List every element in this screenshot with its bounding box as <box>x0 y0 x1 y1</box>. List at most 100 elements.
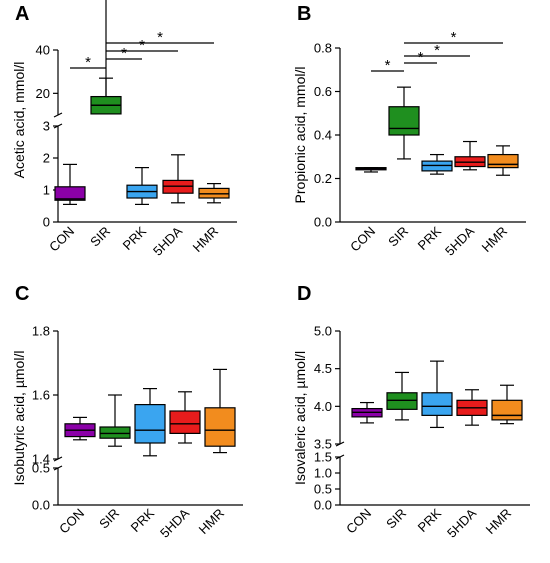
panel-label: D <box>297 283 311 305</box>
x-tick-label-5hda: 5HDA <box>442 223 477 258</box>
x-tick-label-prk: PRK <box>415 505 445 535</box>
significance-bracket: * <box>404 49 437 66</box>
y-tick-label: 0.0 <box>314 498 332 513</box>
significance-star: * <box>451 29 457 46</box>
y-axis-label: Acetic acid, mmol/l <box>11 62 27 179</box>
significance-star: * <box>157 29 163 46</box>
panel-label: B <box>297 3 311 25</box>
significance-bracket: * <box>70 54 106 71</box>
y-tick-label: 5.0 <box>314 324 332 339</box>
significance-bracket: * <box>106 29 214 46</box>
box-prk <box>421 153 453 175</box>
significance-star: * <box>139 37 145 54</box>
y-tick-label: 2 <box>43 151 50 166</box>
y-tick-label: 0.0 <box>32 498 50 513</box>
x-tick-label-hmr: HMR <box>483 506 515 538</box>
y-tick-label: 0.4 <box>314 128 332 143</box>
box-body <box>421 392 453 416</box>
significance-bracket: * <box>404 42 470 59</box>
y-tick-label: 0.5 <box>32 461 50 476</box>
y-tick-label: 1.0 <box>314 466 332 481</box>
box-con <box>351 401 383 424</box>
box-body <box>386 392 418 410</box>
box-sir <box>90 0 122 115</box>
x-tick-label-prk: PRK <box>415 223 445 253</box>
y-tick-label: 1.8 <box>32 324 50 339</box>
x-tick-label-con: CON <box>46 224 77 255</box>
panel-label: C <box>15 283 29 305</box>
y-tick-label: 1.5 <box>314 450 332 465</box>
y-tick-label: 20 <box>36 86 50 101</box>
y-axis-label: Isovaleric acid, µmol/l <box>292 351 308 485</box>
y-tick-label: 4.0 <box>314 399 332 414</box>
box-hmr <box>198 183 230 204</box>
significance-star: * <box>418 49 424 66</box>
box-body <box>491 399 523 421</box>
x-tick-label-prk: PRK <box>128 505 158 535</box>
y-tick-label: 0 <box>43 215 50 230</box>
box-body <box>204 407 236 447</box>
x-tick-label-prk: PRK <box>120 223 150 253</box>
y-tick-label: 3.5 <box>314 437 332 452</box>
significance-bracket: * <box>106 45 142 62</box>
significance-bracket: * <box>404 29 503 46</box>
x-tick-label-5hda: 5HDA <box>157 505 192 540</box>
box-hmr <box>491 384 523 425</box>
box-prk <box>134 388 166 457</box>
panel-b: B Propionic acid, mmol/l 0.0 0.2 0.4 0.6 0.8 CO… <box>292 3 526 259</box>
y-tick-label: 0.8 <box>314 41 332 56</box>
box-body <box>99 426 131 439</box>
significance-bracket: * <box>371 57 404 74</box>
x-tick-label-sir: SIR <box>96 506 122 532</box>
x-tick-label-hmr: HMR <box>190 224 222 256</box>
box-con <box>355 167 387 173</box>
x-tick-label-con: CON <box>56 506 87 537</box>
y-tick-label: 4.5 <box>314 361 332 376</box>
x-tick-label-hmr: HMR <box>196 506 228 538</box>
x-tick-label-con: CON <box>347 224 378 255</box>
significance-star: * <box>121 45 127 62</box>
significance-star: * <box>85 54 91 71</box>
significance-star: * <box>434 42 440 59</box>
significance-bracket: * <box>106 37 178 54</box>
y-tick-label: 1.6 <box>32 388 50 403</box>
box-5hda <box>454 140 486 171</box>
box-body <box>388 106 420 136</box>
x-tick-label-hmr: HMR <box>479 224 511 256</box>
box-body <box>169 410 201 434</box>
panel-d: D Isovaleric acid, µmol/l 0.00.51.01.53.5 4… <box>292 283 530 541</box>
box-hmr <box>487 145 519 176</box>
panel-a: A Acetic acid, mmol/l 0 1 2 3 20 40 CON SIR PRK 5HD… <box>11 0 237 259</box>
x-tick-label-sir: SIR <box>385 224 411 250</box>
x-tick-label-5hda: 5HDA <box>150 223 185 258</box>
y-tick-label: 0.5 <box>314 482 332 497</box>
y-axis-label: Propionic acid, mmol/l <box>292 67 308 204</box>
x-tick-label-con: CON <box>343 506 374 537</box>
box-prk <box>421 360 453 429</box>
x-tick-label-5hda: 5HDA <box>444 505 479 540</box>
axis-break-mark <box>53 112 63 118</box>
significance-star: * <box>385 57 391 74</box>
y-tick-label: 1.4 <box>32 452 50 467</box>
box-body <box>134 404 166 444</box>
y-tick-label: 40 <box>36 43 50 58</box>
box-sir <box>388 86 420 160</box>
y-tick-label: 0.2 <box>314 171 332 186</box>
y-tick-label: 0.0 <box>314 215 332 230</box>
x-tick-label-sir: SIR <box>383 506 409 532</box>
y-tick-label: 3 <box>43 119 50 134</box>
box-sir <box>99 394 131 447</box>
box-con <box>54 163 86 205</box>
box-con <box>64 416 96 441</box>
box-prk <box>126 167 158 205</box>
box-sir <box>386 371 418 421</box>
box-5hda <box>169 391 201 444</box>
box-5hda <box>162 154 194 204</box>
box-5hda <box>456 389 488 426</box>
y-tick-label: 1 <box>43 183 50 198</box>
y-axis-label: Isobutyric acid, µmol/l <box>11 351 27 486</box>
panel-c: C Isobutyric acid, µmol/l 0.0 0.51.4 1.6 1.8 C… <box>11 283 243 541</box>
y-tick-label: 0.6 <box>314 84 332 99</box>
